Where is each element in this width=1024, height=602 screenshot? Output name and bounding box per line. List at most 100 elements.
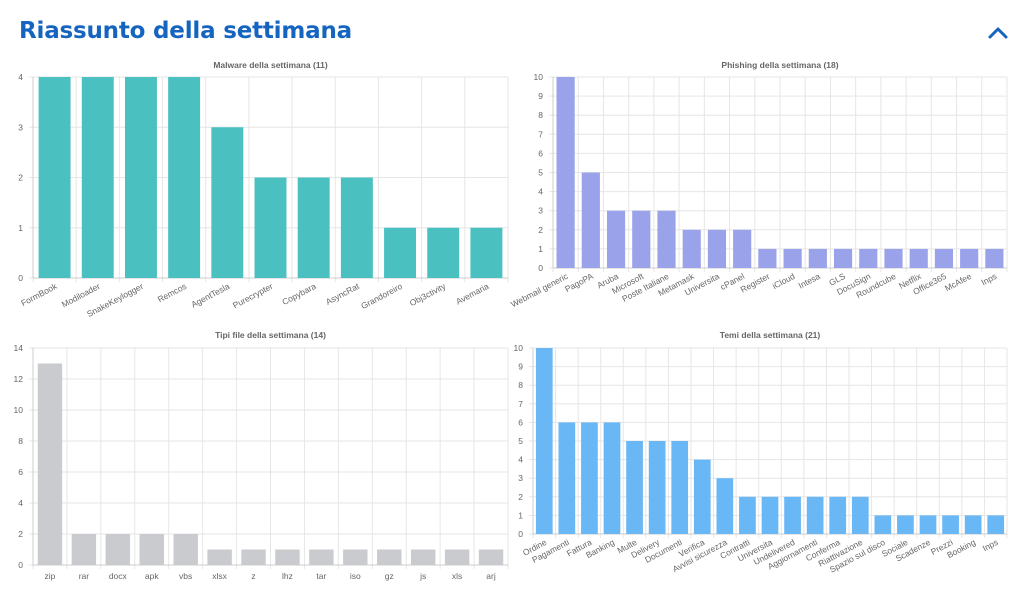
bar-conferma[interactable] (829, 496, 847, 534)
bar-universita[interactable] (761, 496, 779, 534)
bar-lhz[interactable] (275, 549, 300, 566)
x-tick-label: rar (79, 571, 90, 581)
chart-1: Malware della settimana (11) 0 1 2 3 4 FormBoo… (18, 60, 509, 319)
x-tick-label: arj (486, 571, 496, 581)
x-tick-label: Remcos (156, 281, 188, 304)
bar-spazio-sul-disco[interactable] (874, 515, 892, 534)
x-tick-label: McAfee (943, 271, 973, 293)
bar-ordine[interactable] (535, 348, 553, 534)
y-tick-label: 3 (18, 122, 23, 132)
y-tick-label: 3 (538, 206, 543, 216)
y-tick-label: 0 (18, 560, 23, 570)
bar-remcos[interactable] (168, 77, 201, 278)
bar-verifica[interactable] (693, 459, 711, 534)
x-tick-label: Inps (979, 271, 998, 287)
bar-docx[interactable] (105, 534, 131, 565)
y-tick-label: 14 (14, 343, 24, 353)
bar-copybara[interactable] (297, 177, 330, 279)
bar-modiloader[interactable] (81, 77, 114, 278)
bar-booking[interactable] (964, 515, 982, 534)
bar-aggiornamenti[interactable] (806, 496, 824, 534)
bar-inps[interactable] (987, 515, 1005, 534)
bar-mcafee[interactable] (960, 248, 979, 268)
bar-apk[interactable] (139, 534, 164, 565)
bar-vbs[interactable] (173, 534, 198, 565)
bar-metamask[interactable] (682, 229, 701, 268)
x-tick-label: Grandoreiro (359, 281, 404, 311)
x-tick-label: vbs (179, 571, 192, 581)
bar-obj3ctivity[interactable] (427, 227, 460, 278)
chart-title: Tipi file della settimana (14) (215, 330, 326, 340)
chart-2: Phishing della settimana (18) 0 1 2 3 4 5 6 7 8 9 1… (509, 60, 1008, 310)
x-tick-label: PagoPA (563, 271, 595, 294)
y-tick-label: 10 (534, 72, 544, 82)
y-tick-label: 2 (18, 173, 23, 183)
bar-aruba[interactable] (606, 210, 626, 268)
bar-gls[interactable] (833, 248, 853, 268)
y-tick-label: 2 (18, 529, 23, 539)
bar-webmail-generic[interactable] (556, 77, 575, 268)
bar-arj[interactable] (478, 549, 504, 566)
bar-zip[interactable] (37, 363, 63, 566)
bar-scadenze[interactable] (919, 515, 937, 534)
y-tick-label: 8 (518, 380, 523, 390)
bar-agenttesla[interactable] (211, 127, 244, 278)
bar-fattura[interactable] (581, 422, 598, 534)
bar-delivery[interactable] (648, 441, 666, 534)
bar-xlsx[interactable] (207, 549, 232, 566)
bar-tar[interactable] (309, 549, 334, 566)
bar-documenti[interactable] (671, 441, 689, 534)
y-tick-label: 1 (518, 510, 523, 520)
bar-riattivazione[interactable] (851, 496, 869, 534)
bar-sociale[interactable] (897, 515, 914, 534)
y-tick-label: 7 (538, 129, 543, 139)
y-tick-label: 0 (538, 263, 543, 273)
y-tick-label: 4 (538, 187, 543, 197)
bar-avvisi-sicurezza[interactable] (716, 478, 734, 534)
y-tick-label: 0 (18, 273, 23, 283)
y-tick-label: 0 (518, 529, 523, 539)
x-tick-label: Avemaria (454, 281, 490, 307)
bar-banking[interactable] (603, 422, 621, 534)
bar-roundcube[interactable] (884, 248, 903, 268)
bar-multe[interactable] (626, 441, 643, 534)
bar-asyncrat[interactable] (340, 177, 373, 279)
bar-xls[interactable] (444, 549, 470, 566)
x-tick-label: docx (109, 571, 128, 581)
bar-iso[interactable] (343, 549, 368, 566)
bar-netflix[interactable] (909, 248, 928, 268)
x-tick-label: AgentTesla (189, 281, 231, 310)
bar-pagopa[interactable] (581, 172, 600, 269)
bar-formbook[interactable] (38, 77, 71, 278)
x-tick-label: Webmail generic (509, 271, 570, 310)
bar-universita[interactable] (707, 229, 727, 268)
bar-snakekeylogger[interactable] (124, 77, 157, 278)
bar-poste-italiane[interactable] (657, 210, 676, 268)
bar-js[interactable] (410, 549, 436, 566)
bar-pagamenti[interactable] (558, 422, 576, 534)
x-tick-label: gz (385, 571, 394, 581)
bar-docusign[interactable] (859, 248, 878, 268)
bar-microsoft[interactable] (632, 210, 651, 268)
bar-intesa[interactable] (808, 248, 827, 268)
bar-prezzi[interactable] (942, 515, 959, 534)
bar-z[interactable] (241, 549, 266, 566)
bar-undelivered[interactable] (784, 496, 801, 534)
bar-avemaria[interactable] (470, 227, 503, 278)
bar-register[interactable] (758, 248, 777, 268)
bar-gz[interactable] (377, 549, 402, 566)
collapse-button[interactable] (984, 20, 1012, 44)
bar-icloud[interactable] (783, 248, 802, 268)
bar-grandoreiro[interactable] (384, 227, 417, 278)
x-tick-label: xlsx (212, 571, 227, 581)
bar-office365[interactable] (934, 248, 954, 268)
x-tick-label: Inps (981, 537, 1000, 553)
bar-cpanel[interactable] (733, 229, 752, 268)
y-tick-label: 5 (538, 168, 543, 178)
bar-inps[interactable] (985, 248, 1004, 268)
bar-purecrypter[interactable] (254, 177, 287, 279)
x-tick-label: lhz (282, 571, 293, 581)
y-tick-label: 9 (538, 91, 543, 101)
bar-contratti[interactable] (739, 496, 756, 534)
bar-rar[interactable] (71, 534, 97, 565)
